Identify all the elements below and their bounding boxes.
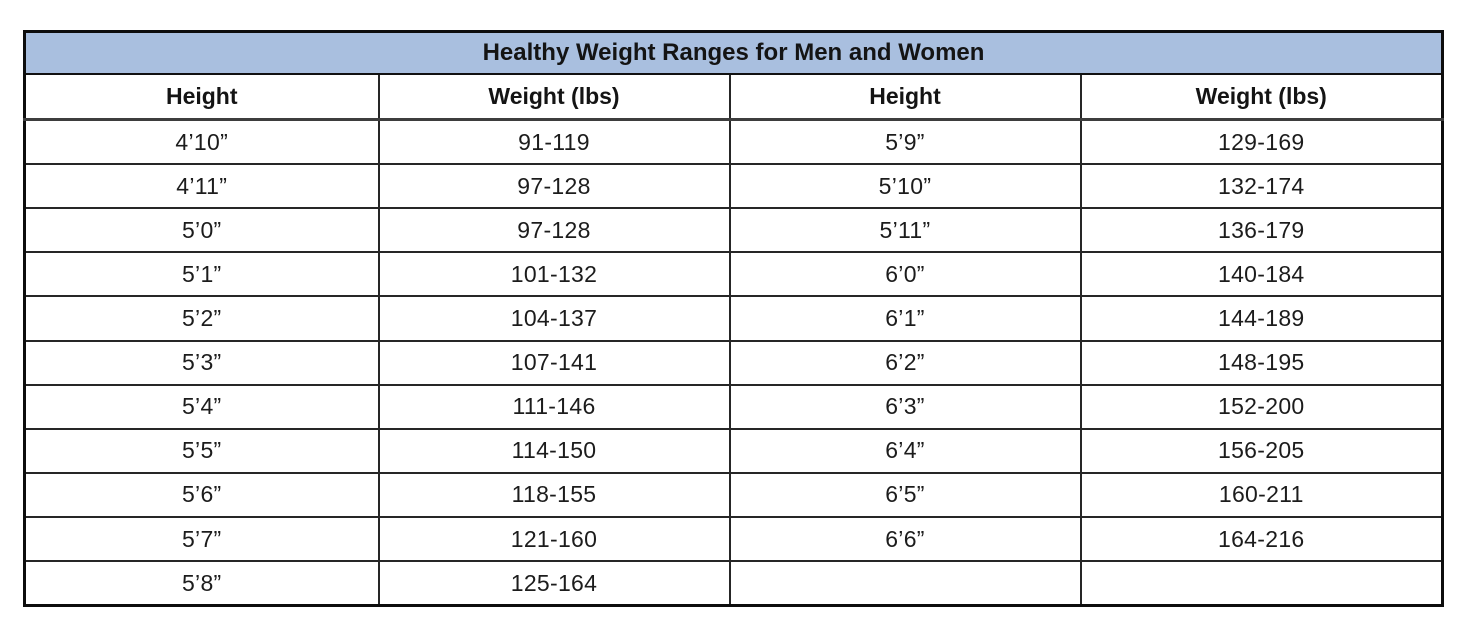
height-cell: 6’3” [728,383,1082,430]
weight-cell: 144-189 [1079,295,1444,342]
table-row: 5’3” 107-141 6’2” 148-195 [23,339,1444,386]
weight-cell: 129-169 [1079,118,1444,165]
height-cell: 5’10” [728,162,1082,210]
height-cell: 5’3” [23,339,380,386]
table-title: Healthy Weight Ranges for Men and Women [23,30,1444,75]
height-cell: 6’6” [728,516,1082,563]
weight-cell: 164-216 [1079,516,1444,563]
weight-cell: 136-179 [1079,207,1444,254]
table-row: 5’1” 101-132 6’0” 140-184 [23,251,1444,298]
table-row: 5’5” 114-150 6’4” 156-205 [23,427,1444,474]
column-header-height-right: Height [728,72,1082,122]
weight-cell: 101-132 [377,251,731,298]
table-header-row: Height Weight (lbs) Height Weight (lbs) [23,72,1444,122]
weight-cell: 97-128 [377,207,731,254]
table-row: 5’4” 111-146 6’3” 152-200 [23,383,1444,430]
weight-cell: 104-137 [377,295,731,342]
table-row: 4’11” 97-128 5’10” 132-174 [23,162,1444,210]
height-cell: 6’5” [728,471,1082,519]
healthy-weight-table: Healthy Weight Ranges for Men and Women … [23,30,1445,607]
height-cell: 5’9” [728,118,1082,165]
weight-cell: 121-160 [377,516,731,563]
height-cell: 5’5” [23,427,380,474]
weight-cell: 114-150 [377,427,731,474]
weight-cell: 97-128 [377,162,731,210]
height-cell: 5’6” [23,471,380,519]
table-row: 5’7” 121-160 6’6” 164-216 [23,516,1444,563]
weight-cell: 140-184 [1079,251,1444,298]
height-cell: 5’1” [23,251,380,298]
weight-cell: 107-141 [377,339,731,386]
height-cell: 6’1” [728,295,1082,342]
height-cell: 5’7” [23,516,380,563]
table-row: 5’6” 118-155 6’5” 160-211 [23,471,1444,519]
height-cell-empty [728,560,1082,607]
weight-cell: 148-195 [1079,339,1444,386]
height-cell: 4’10” [23,118,380,165]
height-cell: 5’11” [728,207,1082,254]
height-cell: 6’0” [728,251,1082,298]
height-cell: 6’4” [728,427,1082,474]
weight-cell: 118-155 [377,471,731,519]
weight-cell: 152-200 [1079,383,1444,430]
column-header-weight-left: Weight (lbs) [377,72,731,122]
weight-cell: 156-205 [1079,427,1444,474]
table-row: 4’10” 91-119 5’9” 129-169 [23,118,1444,165]
height-cell: 5’0” [23,207,380,254]
height-cell: 5’8” [23,560,380,607]
table-row: 5’0” 97-128 5’11” 136-179 [23,207,1444,254]
height-cell: 5’4” [23,383,380,430]
weight-cell: 132-174 [1079,162,1444,210]
height-cell: 5’2” [23,295,380,342]
weight-cell: 125-164 [377,560,731,607]
column-header-height-left: Height [23,72,380,122]
weight-cell: 111-146 [377,383,731,430]
weight-table-container: Healthy Weight Ranges for Men and Women … [23,30,1445,607]
table-row: 5’8” 125-164 [23,560,1444,607]
weight-cell-empty [1079,560,1444,607]
height-cell: 4’11” [23,162,380,210]
weight-cell: 160-211 [1079,471,1444,519]
table-row: 5’2” 104-137 6’1” 144-189 [23,295,1444,342]
height-cell: 6’2” [728,339,1082,386]
table-title-row: Healthy Weight Ranges for Men and Women [23,30,1444,75]
column-header-weight-right: Weight (lbs) [1079,72,1444,122]
weight-cell: 91-119 [377,118,731,165]
